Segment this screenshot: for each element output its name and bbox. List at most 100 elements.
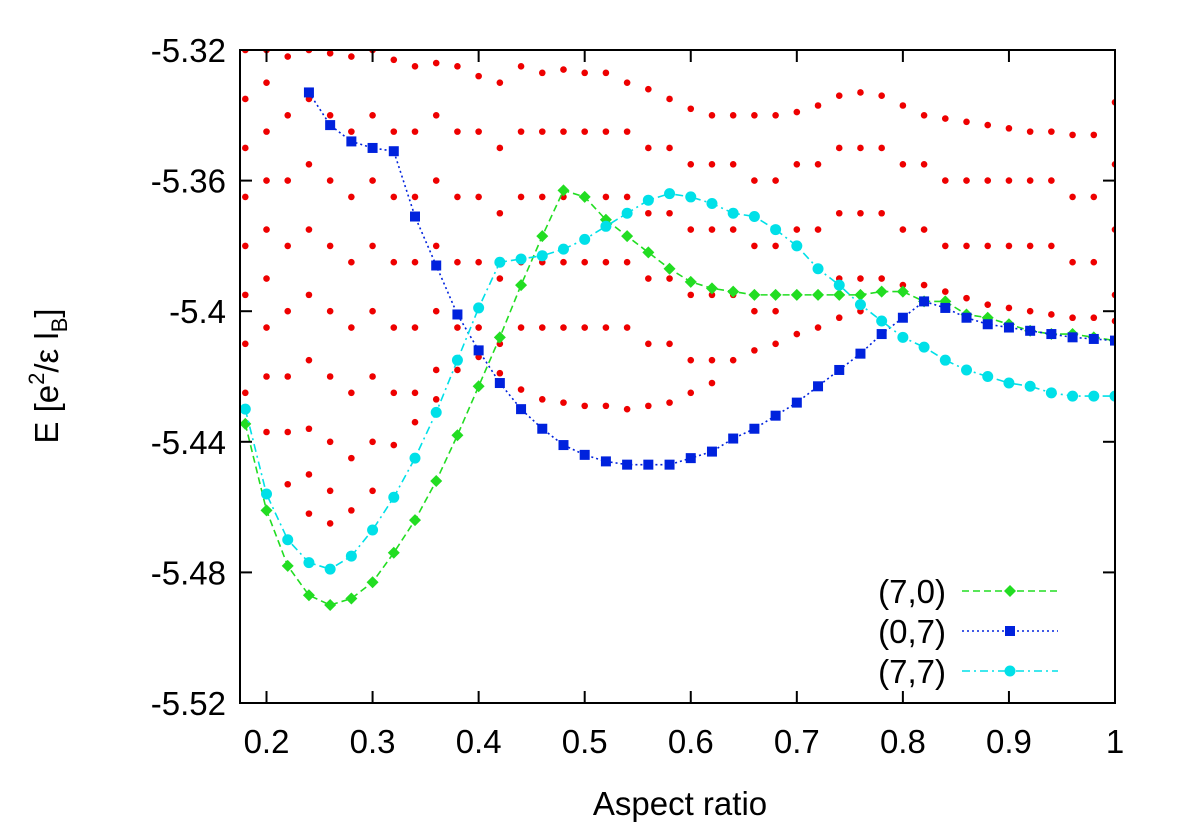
spectrum-dot <box>772 340 779 348</box>
spectrum-dot <box>708 356 716 364</box>
marker <box>1004 665 1016 677</box>
spectrum-dot <box>475 258 482 266</box>
spectrum-dot <box>454 128 461 135</box>
spectrum-dot <box>666 144 673 152</box>
spectrum-dot <box>517 193 525 201</box>
y-tick-label: -5.32 <box>151 32 226 69</box>
marker <box>494 256 506 268</box>
marker <box>664 188 676 200</box>
spectrum-dot <box>984 301 992 308</box>
spectrum-dot <box>751 347 758 354</box>
marker <box>812 263 824 275</box>
spectrum-dot <box>348 454 355 462</box>
spectrum-dot <box>942 242 949 250</box>
spectrum-dot <box>348 507 355 514</box>
spectrum-dot <box>348 193 355 201</box>
spectrum-dot <box>772 112 779 119</box>
spectrum-dot <box>348 389 355 397</box>
spectrum-dot <box>1048 128 1055 135</box>
marker <box>515 279 528 292</box>
legend-label: (0,7) <box>878 613 946 650</box>
spectrum-dot <box>369 438 376 446</box>
y-label-part: /ε l <box>28 332 65 372</box>
spectrum-dot <box>496 275 504 282</box>
marker <box>452 309 463 320</box>
spectrum-dot <box>920 281 928 289</box>
spectrum-dot <box>263 373 270 380</box>
spectrum-dot <box>857 144 864 152</box>
marker <box>451 354 463 366</box>
spectrum-dot <box>963 294 970 302</box>
spectrum-dot <box>602 128 610 135</box>
marker <box>387 546 400 559</box>
marker <box>896 285 909 298</box>
spectrum-dot <box>475 72 482 80</box>
marker <box>684 275 697 288</box>
marker <box>1109 390 1115 402</box>
spectrum-dot <box>666 340 673 348</box>
marker <box>493 331 506 344</box>
spectrum-dot <box>475 324 482 331</box>
spectrum-dot <box>242 242 249 250</box>
spectrum-dot <box>348 53 355 60</box>
spectrum-dot <box>411 63 419 70</box>
spectrum-dot <box>305 226 313 233</box>
marker <box>833 279 845 291</box>
marker <box>1025 325 1036 336</box>
spectrum-dot <box>581 402 588 410</box>
spectrum-dot <box>751 307 758 315</box>
marker <box>770 410 781 421</box>
spectrum-dot <box>475 193 482 201</box>
y-label-part: ] <box>28 308 65 317</box>
marker <box>1004 585 1016 597</box>
marker <box>642 246 655 259</box>
x-tick-label: 0.2 <box>244 723 290 760</box>
spectrum-dot <box>326 50 334 57</box>
y-tick-label: -5.36 <box>151 163 226 200</box>
spectrum-dot <box>623 79 631 86</box>
marker <box>897 331 909 343</box>
spectrum-dot <box>326 307 334 315</box>
spectrum-dot <box>263 275 270 282</box>
spectrum-dot <box>411 389 419 397</box>
marker <box>324 563 336 575</box>
spectrum-dot <box>666 275 673 282</box>
spectrum-dot <box>242 144 249 152</box>
marker <box>579 233 591 245</box>
marker <box>473 302 485 314</box>
spectrum-dot <box>899 102 907 109</box>
spectrum-dot <box>687 160 695 168</box>
spectrum-dot <box>305 160 313 168</box>
marker <box>748 288 761 301</box>
spectrum-dot <box>1069 193 1076 201</box>
spectrum-dot <box>369 177 376 184</box>
spectrum-dot <box>263 324 270 331</box>
spectrum-dot <box>305 425 313 433</box>
spectrum-dot <box>390 441 398 449</box>
spectrum-dot <box>517 386 525 393</box>
spectrum-dot <box>560 128 567 135</box>
marker <box>325 120 336 131</box>
spectrum-dot <box>411 193 419 201</box>
marker <box>1045 387 1057 399</box>
spectrum-dot <box>454 193 461 201</box>
series-line <box>244 189 1115 606</box>
marker <box>1046 329 1057 340</box>
spectrum-dot <box>305 291 313 299</box>
spectrum-dot <box>645 209 652 217</box>
spectrum-dot <box>454 324 461 331</box>
spectrum-dot <box>623 405 631 413</box>
spectrum-dot <box>538 324 546 331</box>
spectrum-dot <box>687 389 695 397</box>
spectrum-dot <box>814 324 822 331</box>
spectrum-dot <box>1048 177 1055 184</box>
spectrum-dot <box>326 112 334 119</box>
spectrum-dot <box>305 356 313 364</box>
spectrum-dot <box>326 373 334 380</box>
spectrum-dot <box>708 379 716 387</box>
spectrum-dot <box>538 69 546 77</box>
spectrum-dot <box>602 258 610 266</box>
marker <box>918 341 930 353</box>
spectrum-dot <box>432 242 440 250</box>
